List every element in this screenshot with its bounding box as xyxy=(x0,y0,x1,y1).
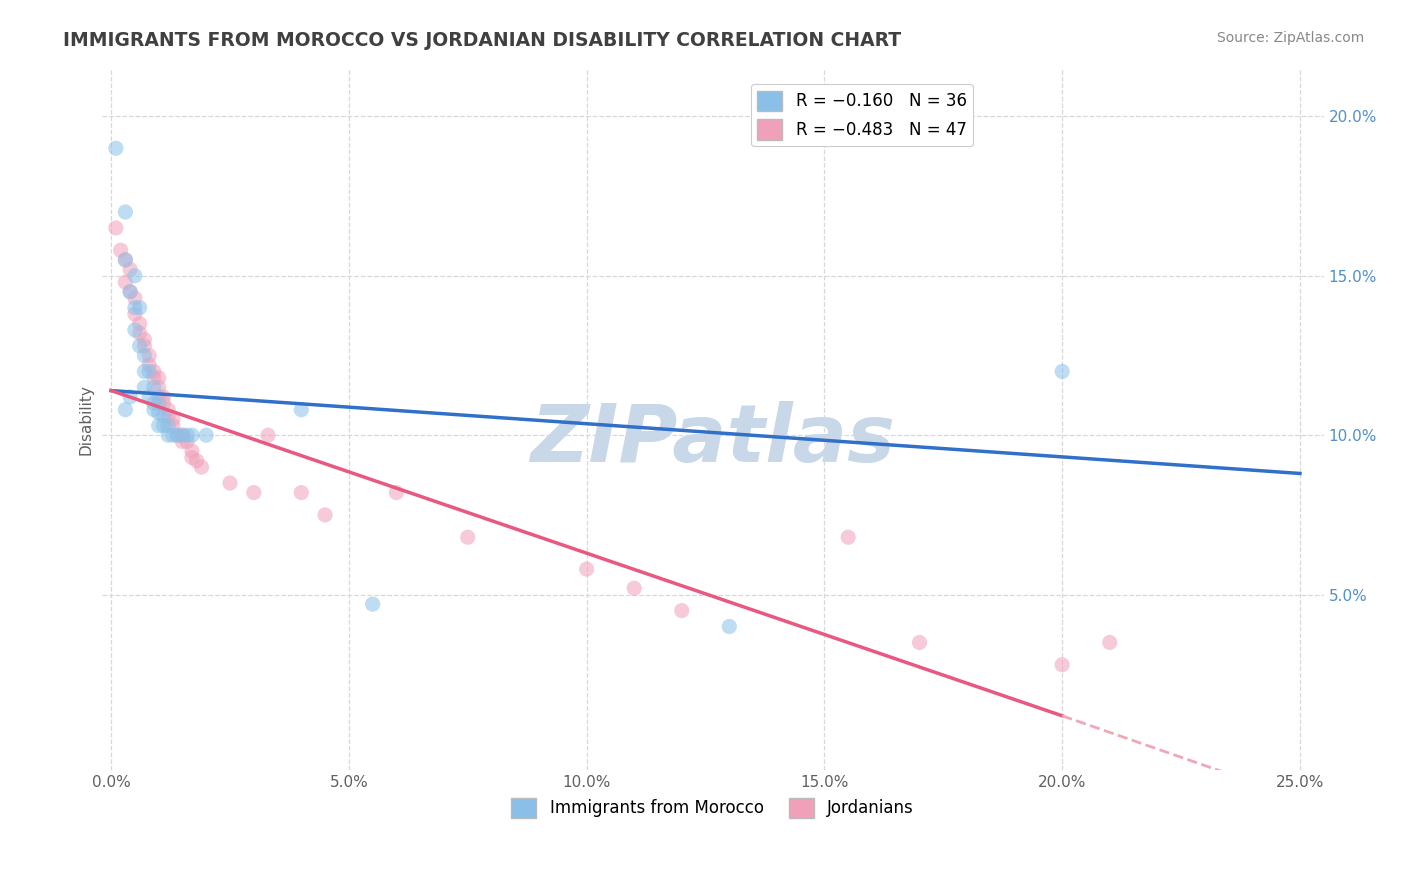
Point xyxy=(1050,657,1073,672)
Text: IMMIGRANTS FROM MOROCCO VS JORDANIAN DISABILITY CORRELATION CHART: IMMIGRANTS FROM MOROCCO VS JORDANIAN DIS… xyxy=(63,31,901,50)
Point xyxy=(152,409,174,423)
Point xyxy=(176,434,198,449)
Point xyxy=(142,380,165,394)
Point xyxy=(718,619,741,633)
Point xyxy=(114,275,136,289)
Point xyxy=(114,252,136,267)
Point xyxy=(195,428,218,442)
Point xyxy=(124,291,146,305)
Point xyxy=(120,262,142,277)
Point xyxy=(138,364,160,378)
Point xyxy=(148,390,170,404)
Point xyxy=(148,406,170,420)
Point xyxy=(1050,364,1073,378)
Point xyxy=(142,402,165,417)
Point xyxy=(138,358,160,372)
Point xyxy=(124,301,146,315)
Point xyxy=(134,349,156,363)
Point xyxy=(138,349,160,363)
Point xyxy=(575,562,598,576)
Point xyxy=(120,390,142,404)
Point xyxy=(142,364,165,378)
Point xyxy=(124,268,146,283)
Point xyxy=(290,402,312,417)
Point xyxy=(385,485,408,500)
Point xyxy=(142,396,165,410)
Text: ZIPatlas: ZIPatlas xyxy=(530,401,896,479)
Point xyxy=(157,418,180,433)
Point xyxy=(166,428,188,442)
Point xyxy=(152,396,174,410)
Point xyxy=(190,460,212,475)
Point xyxy=(128,317,150,331)
Point xyxy=(104,221,127,235)
Point xyxy=(314,508,336,522)
Point xyxy=(120,285,142,299)
Point xyxy=(134,364,156,378)
Point xyxy=(104,141,127,155)
Point xyxy=(142,371,165,385)
Point xyxy=(157,409,180,423)
Point xyxy=(186,453,208,467)
Point xyxy=(671,603,693,617)
Point xyxy=(290,485,312,500)
Point xyxy=(257,428,280,442)
Point xyxy=(128,339,150,353)
Text: Source: ZipAtlas.com: Source: ZipAtlas.com xyxy=(1216,31,1364,45)
Point xyxy=(152,390,174,404)
Point xyxy=(157,402,180,417)
Point xyxy=(219,476,242,491)
Point xyxy=(152,418,174,433)
Point xyxy=(148,371,170,385)
Point xyxy=(124,323,146,337)
Point xyxy=(1098,635,1121,649)
Point xyxy=(162,418,184,433)
Point xyxy=(114,402,136,417)
Point xyxy=(181,444,204,458)
Point xyxy=(181,450,204,465)
Point xyxy=(148,380,170,394)
Point xyxy=(148,396,170,410)
Point xyxy=(110,244,132,258)
Point xyxy=(181,428,204,442)
Point xyxy=(138,390,160,404)
Point xyxy=(172,428,194,442)
Point xyxy=(124,307,146,321)
Point xyxy=(457,530,479,544)
Point xyxy=(114,205,136,219)
Point xyxy=(134,339,156,353)
Point xyxy=(172,428,194,442)
Point xyxy=(128,326,150,341)
Point xyxy=(162,428,184,442)
Point xyxy=(837,530,859,544)
Legend: Immigrants from Morocco, Jordanians: Immigrants from Morocco, Jordanians xyxy=(505,791,921,825)
Point xyxy=(114,252,136,267)
Point xyxy=(242,485,264,500)
Point xyxy=(120,285,142,299)
Point xyxy=(623,581,645,595)
Point xyxy=(157,428,180,442)
Point xyxy=(134,333,156,347)
Point xyxy=(134,380,156,394)
Point xyxy=(166,428,188,442)
Point xyxy=(162,412,184,426)
Point xyxy=(128,301,150,315)
Point xyxy=(148,418,170,433)
Y-axis label: Disability: Disability xyxy=(79,384,93,455)
Point xyxy=(176,428,198,442)
Point xyxy=(361,597,384,611)
Point xyxy=(172,434,194,449)
Point xyxy=(908,635,931,649)
